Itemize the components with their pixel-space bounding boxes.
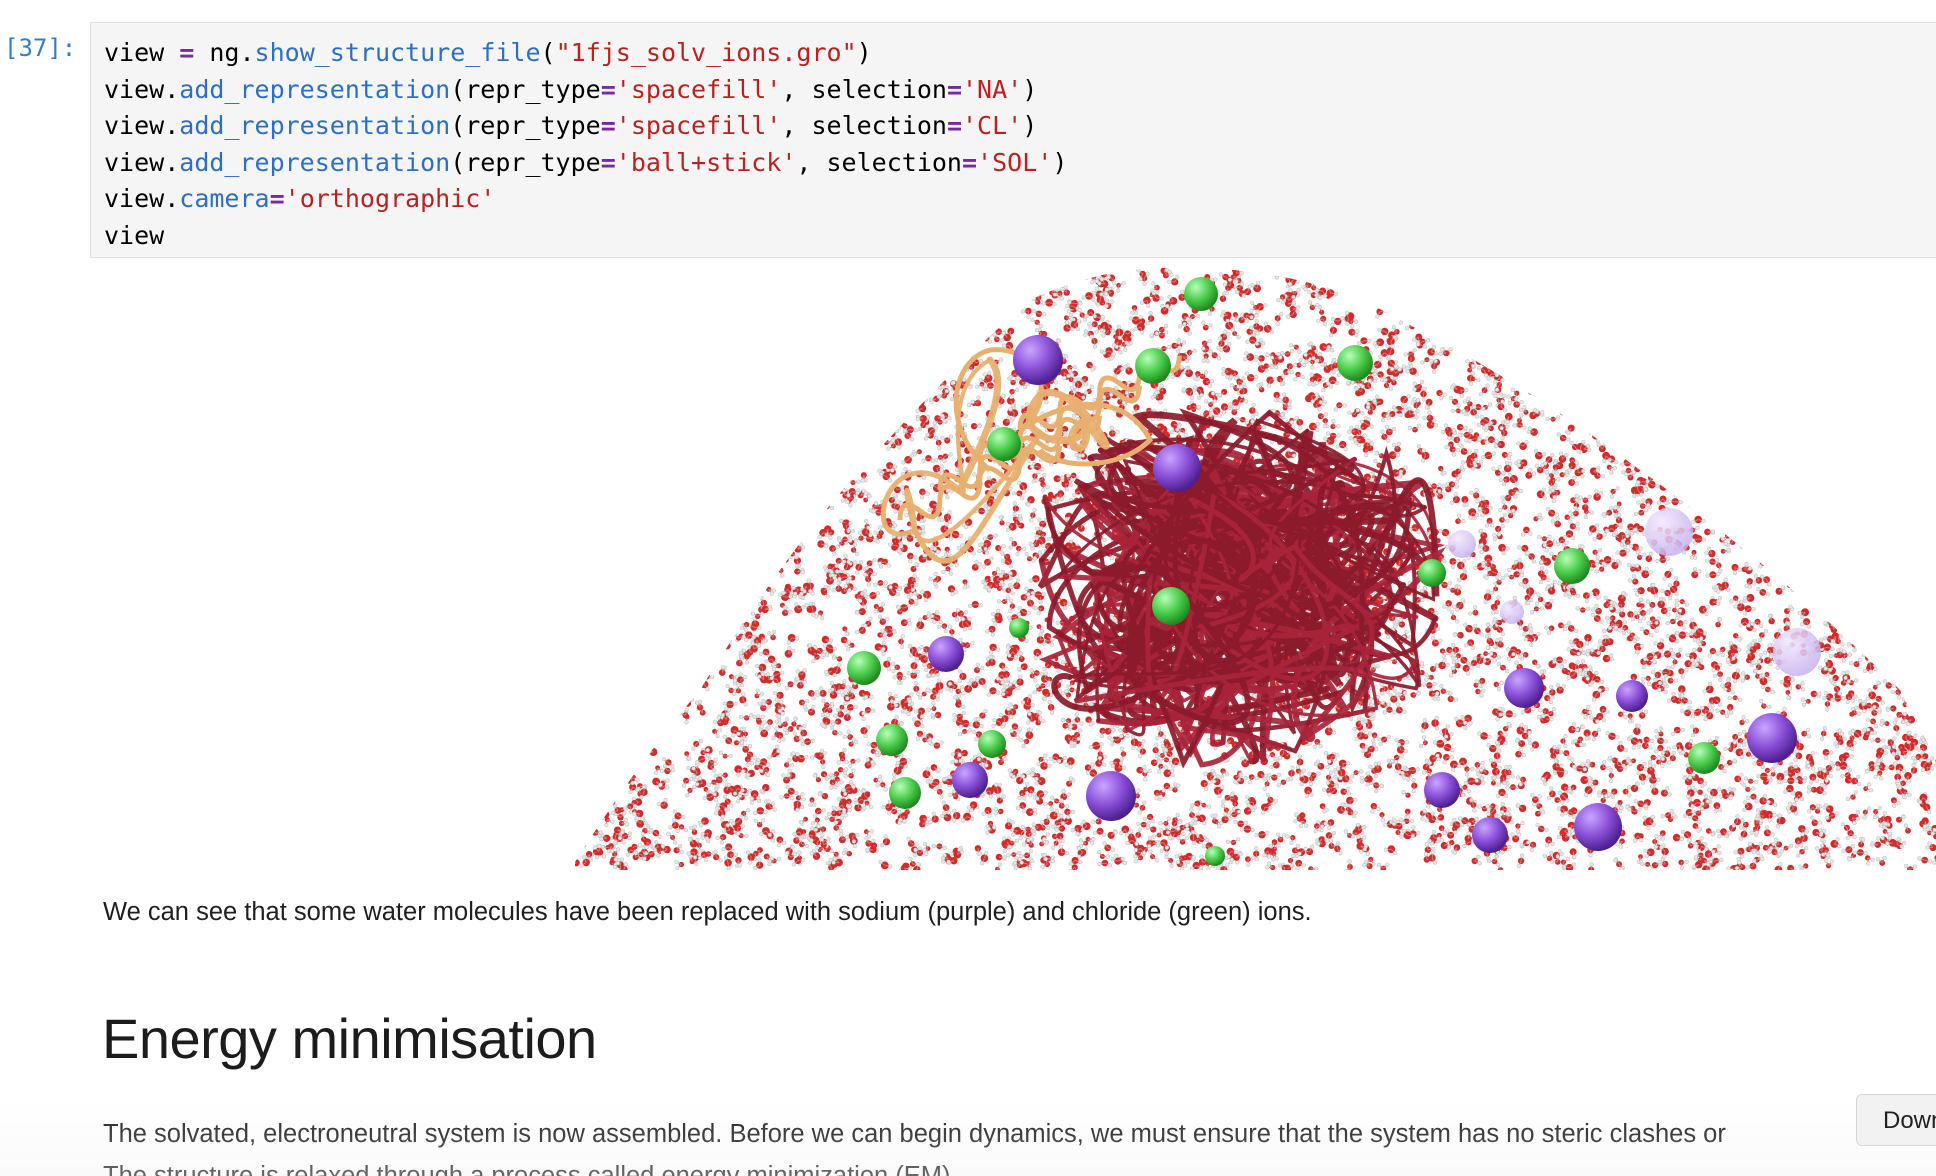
sodium-ion [1500,600,1524,624]
chloride-ion [987,427,1021,461]
protein-chain-ribbon [880,347,1183,564]
code-line-1: view = ng.show_structure_file("1fjs_solv… [104,35,1936,72]
sodium-ion [1086,771,1136,821]
code-line-3: view.add_representation(repr_type='space… [104,108,1936,145]
code-line-4: view.add_representation(repr_type='ball+… [104,145,1936,182]
minimisation-intro: The solvated, electroneutral system is n… [103,1120,1726,1149]
sodium-ions [928,335,1821,853]
code-line-6: view [104,218,1936,255]
chloride-ion [1418,559,1446,587]
ions-description: We can see that some water molecules hav… [103,898,1312,927]
sodium-ion [1645,508,1693,556]
chloride-ion [1009,618,1029,638]
chloride-ion [1554,548,1590,584]
sodium-ion [1574,803,1622,851]
code-cell[interactable]: view = ng.show_structure_file("1fjs_solv… [90,22,1936,258]
chloride-ion [1688,742,1720,774]
chloride-ion [1205,846,1225,866]
code-line-5: view.camera='orthographic' [104,181,1936,218]
chloride-ion [876,724,908,756]
code-line-2: view.add_representation(repr_type='space… [104,72,1936,109]
cell-prompt: [37]: [0,34,86,62]
sodium-ion [1504,668,1544,708]
protein-ribbon [1037,408,1446,769]
molecular-viewer[interactable] [0,268,1936,870]
sodium-ion [928,636,964,672]
chloride-ion [1337,345,1373,381]
molecular-viewer-canvas[interactable] [0,268,1936,870]
sodium-ion [1616,680,1648,712]
sodium-ion [1472,817,1508,853]
chloride-ions [847,277,1720,866]
sodium-ion [1153,444,1201,492]
chloride-ion [1135,348,1171,384]
chloride-ion [889,777,921,809]
chloride-ion [847,651,881,685]
chloride-ion [1152,587,1190,625]
sodium-ion [1448,530,1476,558]
chloride-ion [1184,277,1218,311]
download-button[interactable]: Download [1856,1094,1936,1146]
sodium-ion [952,762,988,798]
minimisation-intro-cont: The structure is relaxed through a proce… [103,1162,958,1176]
section-heading: Energy minimisation [102,1006,597,1071]
sodium-ion [1773,628,1821,676]
sodium-ion [1013,335,1063,385]
sodium-ion [1424,772,1460,808]
sodium-ion [1747,713,1797,763]
chloride-ion [978,730,1006,758]
